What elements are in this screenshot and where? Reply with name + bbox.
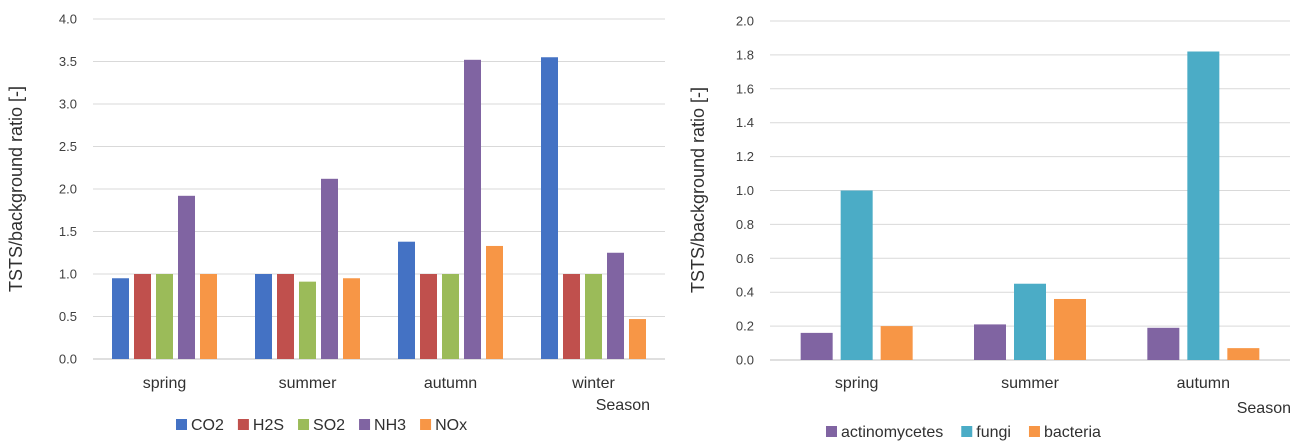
bar-actinomycetes-spring: [800, 332, 833, 360]
bar-fungi-spring: [840, 190, 873, 360]
bar-co2-summer: [255, 274, 272, 359]
bar-co2-winter: [541, 57, 558, 359]
legend-label: fungi: [976, 424, 1011, 441]
chart-left: 0.0 0.5 1.0 1.5 2.0 2.5 3.0 3.5 4.0 spring summer a…: [6, 12, 665, 434]
bar-nh3-winter: [607, 252, 624, 359]
x-category-label: autumn: [424, 375, 477, 392]
y-tick-label: 3.0: [59, 97, 77, 112]
y-axis-title: TSTS/background ratio [-]: [6, 86, 26, 292]
y-axis-title: TSTS/background ratio [-]: [688, 87, 708, 293]
bar-actinomycetes-summer: [974, 324, 1006, 360]
y-tick-label: 1.2: [736, 149, 754, 164]
y-tick-label: 1.5: [59, 224, 77, 239]
bar-fungi-autumn: [1187, 51, 1220, 360]
bar-co2-autumn: [398, 241, 415, 359]
y-tick-label: 0.2: [736, 319, 754, 334]
legend-swatch: [420, 419, 432, 430]
bar-so2-winter: [585, 274, 602, 359]
chart-right: 0.0 0.2 0.4 0.6 0.8 1.0 1.2 1.4 1.6 1.8 2.0 spring s…: [688, 14, 1291, 442]
y-tick-label: 1.0: [736, 183, 754, 198]
legend-label: actinomycetes: [841, 424, 943, 441]
bar-nh3-summer: [321, 178, 338, 359]
bar-actinomycetes-autumn: [1147, 327, 1180, 360]
y-tick-label: 0.4: [736, 285, 754, 300]
bar-so2-summer: [299, 281, 316, 359]
y-tick-label: 1.0: [59, 267, 77, 282]
y-tick-label: 0.6: [736, 251, 754, 266]
bar-co2-spring: [112, 278, 129, 359]
y-tick-label: 0.0: [59, 352, 77, 367]
x-category-label: spring: [835, 375, 879, 392]
bar-h2s-spring: [134, 274, 151, 359]
y-tick-label: 1.8: [736, 47, 754, 62]
bar-nox-winter: [629, 319, 646, 359]
y-tick-label: 0.8: [736, 217, 754, 232]
bar-nox-autumn: [486, 245, 503, 359]
x-category-label: summer: [279, 375, 337, 392]
x-axis-title: Season: [1237, 400, 1291, 417]
legend-swatch: [237, 419, 249, 430]
y-tick-label: 0.0: [736, 353, 754, 368]
legend-swatch: [1028, 426, 1040, 437]
legend-swatch: [826, 426, 837, 437]
x-category-label: spring: [143, 375, 187, 392]
y-tick-label: 2.5: [59, 139, 77, 154]
legend-label: SO2: [313, 417, 345, 434]
x-axis-title: Season: [596, 397, 650, 414]
bar-nh3-autumn: [464, 59, 481, 360]
legend-label: H2S: [253, 417, 284, 434]
bar-so2-spring: [156, 274, 173, 359]
bar-so2-autumn: [442, 274, 459, 359]
legend-label: bacteria: [1044, 424, 1101, 441]
bar-h2s-summer: [277, 274, 294, 359]
x-category-label: summer: [1001, 375, 1059, 392]
legend-label: NH3: [374, 417, 406, 434]
legend-swatch: [961, 426, 973, 437]
bar-nh3-spring: [178, 195, 195, 359]
bar-h2s-winter: [563, 274, 580, 359]
bar-bacteria-summer: [1054, 298, 1086, 360]
y-tick-label: 2.0: [59, 182, 77, 197]
y-tick-label: 3.5: [59, 54, 77, 69]
x-category-label: winter: [571, 375, 615, 392]
legend-swatch: [298, 419, 310, 430]
bar-bacteria-spring: [880, 326, 913, 360]
y-tick-label: 2.0: [736, 14, 754, 29]
y-tick-label: 1.4: [736, 115, 754, 130]
x-category-label: autumn: [1177, 375, 1230, 392]
bar-fungi-summer: [1014, 283, 1046, 360]
y-tick-label: 1.6: [736, 81, 754, 96]
bar-nox-summer: [343, 278, 360, 359]
bar-nox-spring: [200, 274, 217, 359]
legend-label: NOx: [435, 417, 467, 434]
legend-swatch: [359, 419, 371, 430]
legend-label: CO2: [191, 417, 224, 434]
y-tick-label: 0.5: [59, 309, 77, 324]
bar-bacteria-autumn: [1227, 348, 1260, 360]
bar-h2s-autumn: [420, 274, 437, 359]
y-tick-label: 4.0: [59, 12, 77, 27]
legend-swatch: [176, 419, 187, 430]
